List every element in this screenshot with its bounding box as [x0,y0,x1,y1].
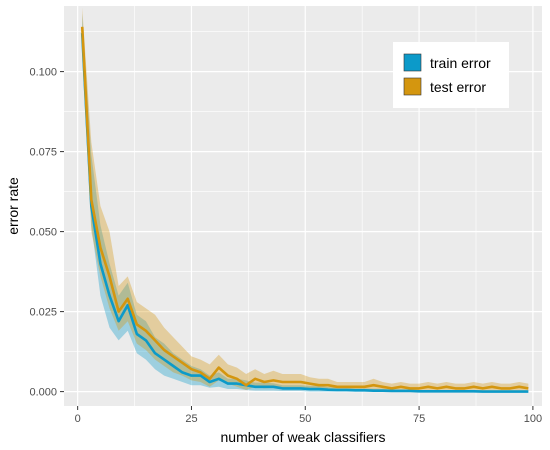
legend: train error test error [393,42,509,108]
test-error-line [80,26,529,390]
legend-swatch-test-error [403,77,422,96]
x-tick-label: 75 [413,413,425,425]
y-tick-label: 0.000 [29,387,57,399]
y-tick-label: 0.025 [29,307,57,319]
legend-background [393,42,509,108]
x-axis-title: number of weak classifiers [221,429,386,445]
legend-label-train-error: train error [430,55,491,71]
y-tick-label: 0.100 [29,67,57,79]
x-tick-label: 100 [524,413,542,425]
y-tick-label: 0.050 [29,227,57,239]
legend-label-test-error: test error [430,79,486,95]
y-tick-label: 0.075 [29,147,57,159]
y-axis: 0.000 0.025 0.050 0.075 0.100 [29,67,64,399]
y-axis-title: error rate [5,177,21,235]
x-axis: 0 25 50 75 100 [75,406,542,425]
train-error-line [80,33,529,393]
series-lines [80,26,529,393]
x-tick-label: 25 [185,413,197,425]
legend-swatch-train-error [403,53,422,72]
x-tick-label: 0 [75,413,81,425]
x-tick-label: 50 [299,413,311,425]
